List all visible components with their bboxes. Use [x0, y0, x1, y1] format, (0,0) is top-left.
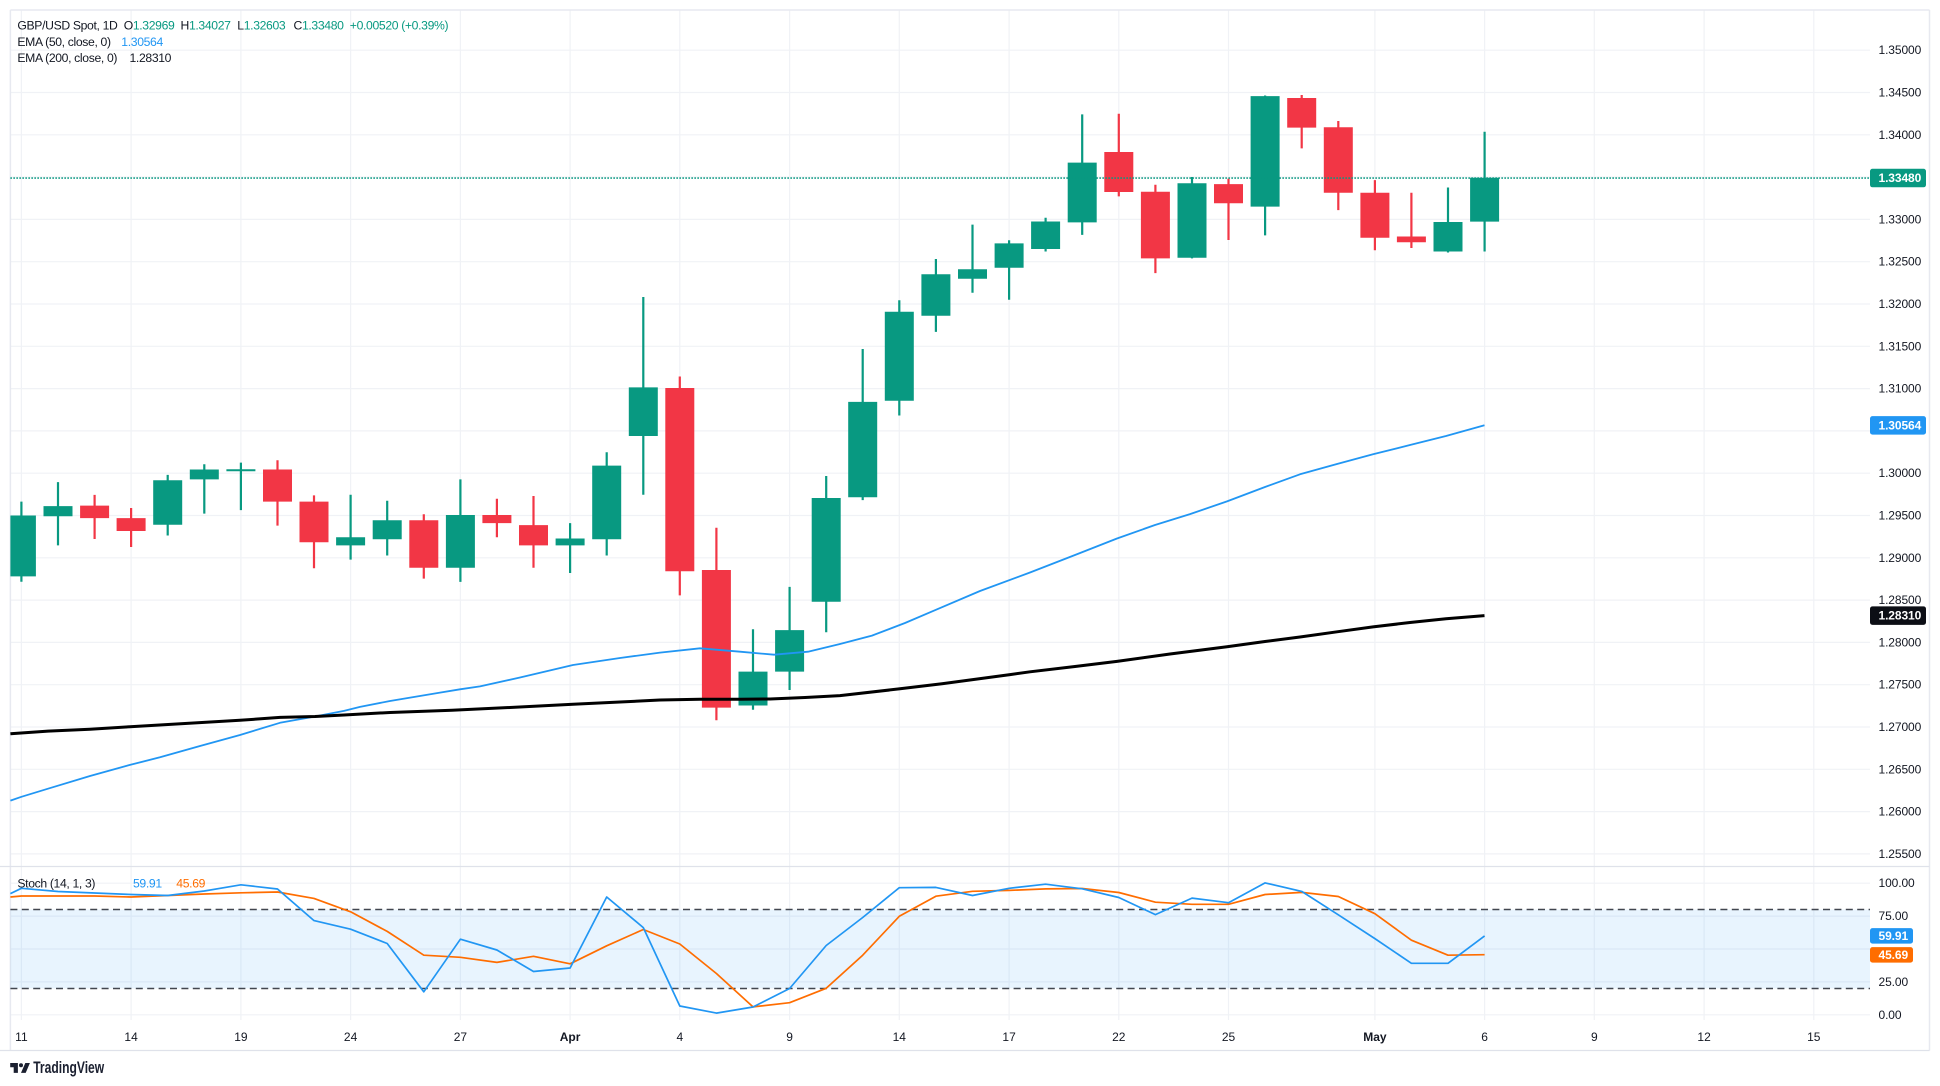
- svg-text:14: 14: [124, 1030, 138, 1044]
- svg-text:1.35000: 1.35000: [1879, 43, 1922, 57]
- svg-text:L1.32603: L1.32603: [237, 19, 286, 33]
- svg-text:Stoch (14, 1, 3): Stoch (14, 1, 3): [17, 877, 95, 891]
- svg-text:EMA (50, close, 0): EMA (50, close, 0): [17, 35, 111, 49]
- svg-text:C1.33480: C1.33480: [294, 19, 345, 33]
- svg-text:0.00: 0.00: [1879, 1008, 1902, 1022]
- svg-text:1.28000: 1.28000: [1879, 635, 1922, 649]
- svg-text:1.26500: 1.26500: [1879, 762, 1922, 776]
- svg-text:24: 24: [344, 1030, 358, 1044]
- svg-text:9: 9: [786, 1030, 793, 1044]
- svg-text:1.27000: 1.27000: [1879, 720, 1922, 734]
- svg-text:1.25500: 1.25500: [1879, 847, 1922, 861]
- svg-text:11: 11: [15, 1030, 28, 1044]
- svg-text:15: 15: [1807, 1030, 1821, 1044]
- svg-text:17: 17: [1002, 1030, 1016, 1044]
- svg-text:1.32000: 1.32000: [1879, 297, 1922, 311]
- svg-text:1.30564: 1.30564: [121, 35, 163, 49]
- svg-text:1.28500: 1.28500: [1879, 593, 1922, 607]
- svg-text:22: 22: [1112, 1030, 1126, 1044]
- svg-text:75.00: 75.00: [1879, 909, 1909, 923]
- svg-text:EMA (200, close, 0): EMA (200, close, 0): [17, 51, 117, 65]
- svg-text:1.33000: 1.33000: [1879, 212, 1922, 226]
- svg-text:1.26000: 1.26000: [1879, 805, 1922, 819]
- svg-text:1.28310: 1.28310: [1879, 609, 1922, 623]
- svg-text:Apr: Apr: [560, 1030, 581, 1044]
- svg-text:6: 6: [1481, 1030, 1488, 1044]
- svg-text:1.33480: 1.33480: [1879, 171, 1922, 185]
- svg-text:1.29500: 1.29500: [1879, 509, 1922, 523]
- svg-text:59.91: 59.91: [1879, 929, 1909, 943]
- svg-text:100.00: 100.00: [1879, 876, 1916, 890]
- svg-text:H1.34027: H1.34027: [181, 19, 232, 33]
- svg-text:1.28310: 1.28310: [130, 51, 172, 65]
- svg-text:4: 4: [676, 1030, 683, 1044]
- svg-text:1.32500: 1.32500: [1879, 255, 1922, 269]
- svg-text:1.27500: 1.27500: [1879, 678, 1922, 692]
- svg-text:1.34000: 1.34000: [1879, 128, 1922, 142]
- svg-text:+0.00520 (+0.39%): +0.00520 (+0.39%): [350, 19, 449, 33]
- svg-text:O1.32969: O1.32969: [124, 19, 175, 33]
- svg-text:25.00: 25.00: [1879, 975, 1909, 989]
- svg-text:14: 14: [893, 1030, 907, 1044]
- svg-text:GBP/USD Spot, 1D: GBP/USD Spot, 1D: [17, 19, 118, 33]
- svg-text:May: May: [1363, 1030, 1387, 1044]
- svg-text:1.29000: 1.29000: [1879, 551, 1922, 565]
- svg-text:1.34500: 1.34500: [1879, 86, 1922, 100]
- svg-text:1.30000: 1.30000: [1879, 466, 1922, 480]
- svg-text:27: 27: [454, 1030, 468, 1044]
- svg-text:TradingView: TradingView: [33, 1059, 104, 1077]
- svg-text:1.31500: 1.31500: [1879, 339, 1922, 353]
- svg-text:45.69: 45.69: [1879, 948, 1909, 962]
- svg-text:9: 9: [1591, 1030, 1598, 1044]
- svg-text:59.91: 59.91: [133, 877, 162, 891]
- svg-text:45.69: 45.69: [176, 877, 205, 891]
- svg-text:12: 12: [1697, 1030, 1711, 1044]
- svg-text:1.31000: 1.31000: [1879, 382, 1922, 396]
- svg-text:1.30564: 1.30564: [1879, 418, 1922, 432]
- svg-text:19: 19: [234, 1030, 248, 1044]
- svg-text:25: 25: [1222, 1030, 1236, 1044]
